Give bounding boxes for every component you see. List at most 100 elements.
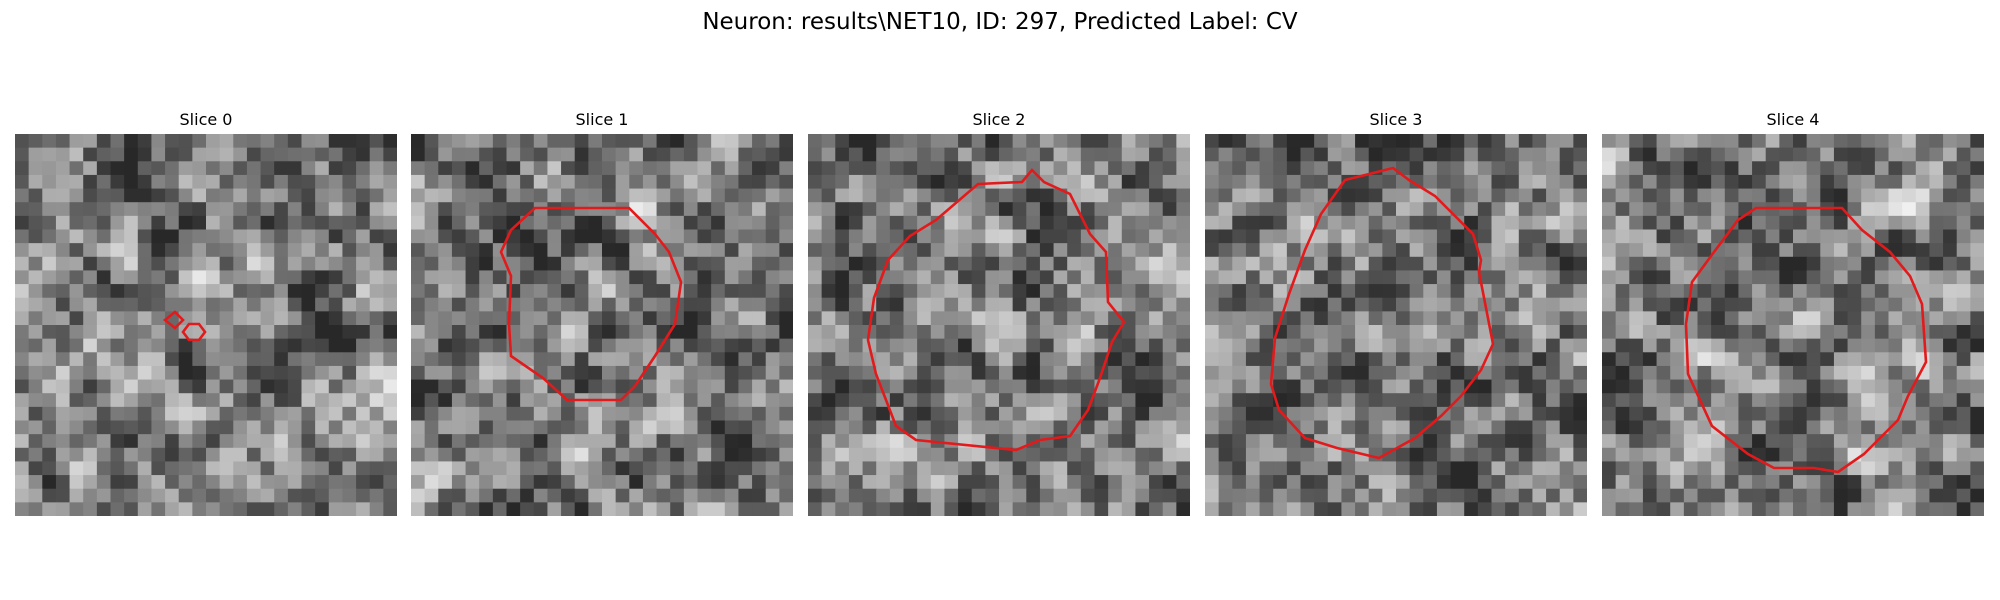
pixel — [821, 188, 836, 203]
pixel — [588, 202, 603, 217]
pixel — [424, 502, 439, 516]
pixel — [110, 365, 125, 381]
pixel — [479, 202, 494, 217]
pixel — [124, 475, 139, 490]
pixel — [1847, 256, 1862, 272]
pixel — [848, 297, 864, 312]
pixel — [1752, 134, 1767, 149]
pixel — [492, 406, 508, 422]
pixel — [260, 161, 275, 176]
pixel — [1861, 502, 1876, 516]
pixel — [520, 420, 535, 435]
pixel — [765, 365, 780, 381]
pixel — [356, 447, 371, 463]
pixel — [206, 243, 221, 258]
pixel — [1806, 406, 1821, 422]
pixel — [1779, 311, 1794, 326]
pixel — [1738, 365, 1753, 381]
pixel — [369, 188, 384, 203]
pixel — [15, 447, 30, 463]
pixel — [697, 393, 712, 408]
pixel — [1080, 256, 1096, 272]
pixel — [1368, 243, 1383, 258]
pixel — [1026, 174, 1041, 190]
pixel — [383, 325, 397, 340]
pixel — [1053, 475, 1068, 490]
pixel — [1205, 420, 1220, 435]
pixel — [1176, 475, 1190, 490]
pixel — [520, 161, 535, 176]
pixel — [1341, 134, 1356, 149]
pixel — [670, 174, 685, 190]
pixel — [1847, 229, 1862, 244]
pixel — [1436, 188, 1452, 203]
pixel — [1368, 202, 1383, 217]
pixel — [1711, 134, 1726, 149]
pixel — [1300, 420, 1315, 435]
pixel — [1943, 461, 1958, 476]
pixel — [1697, 475, 1712, 490]
pixel — [1779, 243, 1794, 258]
pixel — [1259, 161, 1274, 176]
pixel — [1902, 488, 1917, 503]
pixel — [808, 202, 823, 217]
pixel — [492, 447, 508, 463]
pixel — [944, 284, 959, 299]
pixel — [683, 325, 699, 340]
pixel — [930, 229, 946, 244]
pixel — [1205, 461, 1220, 476]
pixel — [1642, 284, 1658, 299]
pixel — [1245, 488, 1261, 503]
pixel — [1833, 393, 1849, 408]
pixel — [28, 379, 43, 394]
pixel — [206, 379, 221, 394]
pixel — [383, 393, 397, 408]
pixel — [1738, 256, 1753, 272]
pixel — [1738, 502, 1753, 516]
pixel — [1053, 215, 1068, 231]
pixel — [889, 352, 905, 367]
pixel — [930, 502, 946, 516]
pixel — [835, 256, 850, 272]
pixel — [903, 447, 918, 463]
pixel — [642, 325, 658, 340]
pixel — [999, 365, 1014, 381]
pixel — [1683, 229, 1699, 244]
pixel — [1602, 420, 1617, 435]
pixel — [1409, 147, 1424, 162]
pixel — [206, 215, 221, 231]
pixel — [1409, 215, 1424, 231]
pixel — [1642, 311, 1658, 326]
pixel — [1368, 352, 1383, 367]
pixel — [574, 284, 589, 299]
pixel — [1135, 134, 1150, 149]
pixel — [1396, 447, 1411, 463]
pixel — [1656, 297, 1671, 312]
pixel — [1518, 434, 1534, 449]
pixel — [260, 229, 275, 244]
pixel — [1491, 325, 1506, 340]
pixel — [1902, 447, 1917, 463]
pixel — [876, 284, 891, 299]
pixel — [971, 134, 986, 149]
pixel — [1629, 297, 1644, 312]
pixel — [1697, 420, 1712, 435]
pixel — [1423, 447, 1438, 463]
pixel — [315, 188, 330, 203]
pixel — [1615, 475, 1630, 490]
pixel — [835, 215, 850, 231]
pixel — [1162, 461, 1177, 476]
pixel — [1820, 352, 1835, 367]
pixel — [69, 297, 84, 312]
pixel — [930, 311, 946, 326]
pixel — [642, 434, 658, 449]
pixel — [629, 406, 644, 422]
pixel — [574, 134, 589, 149]
pixel — [1314, 325, 1329, 340]
pixel — [1409, 338, 1424, 353]
pixel — [1697, 434, 1712, 449]
pixel — [1396, 461, 1411, 476]
pixel — [917, 188, 932, 203]
pixel — [724, 393, 740, 408]
pixel — [683, 284, 699, 299]
